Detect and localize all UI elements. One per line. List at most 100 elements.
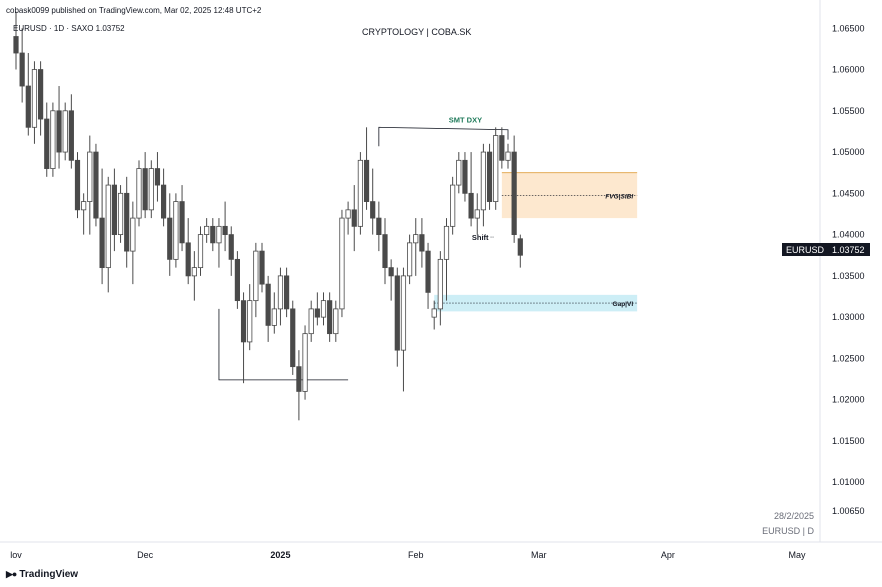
candle-body: [320, 300, 327, 318]
bearish-candle: [19, 28, 25, 103]
time-tick-label: 2025: [270, 550, 290, 560]
candle-body: [308, 308, 314, 335]
candle-body: [68, 110, 74, 161]
candle-body: [327, 300, 333, 335]
smt-dxy-label: SMT DXY: [449, 115, 482, 124]
candle-body: [283, 275, 290, 310]
chart-title: CRYPTOLOGY | COBA.SK: [362, 27, 472, 37]
candle-body: [13, 36, 19, 54]
price-tag-value: 1.03752: [832, 244, 865, 255]
bearish-candle: [25, 53, 31, 136]
bearish-candle: [425, 242, 431, 309]
time-tick-label: Mar: [531, 550, 547, 560]
candle-body: [468, 192, 474, 219]
bullish-candle: [413, 218, 419, 276]
bearish-candle: [499, 127, 505, 169]
time-tick-label: lov: [10, 550, 22, 560]
candle-body: [87, 151, 93, 202]
candle-body: [419, 234, 425, 252]
candle-body: [339, 217, 345, 310]
candle-body: [62, 110, 68, 153]
bullish-candle: [437, 251, 443, 326]
candle-body: [222, 225, 228, 236]
bearish-candle: [228, 226, 234, 276]
bullish-candle: [87, 135, 93, 235]
bullish-candle: [62, 102, 68, 161]
candle-body: [81, 201, 87, 211]
bullish-candle: [339, 209, 345, 318]
bearish-candle: [185, 218, 191, 285]
shift-label: Shift: [472, 233, 489, 242]
bullish-candle: [320, 292, 327, 326]
bearish-candle: [142, 152, 148, 219]
candle-body: [31, 69, 38, 128]
bearish-candle: [283, 267, 290, 318]
candle-body: [499, 135, 505, 161]
candle-body: [160, 184, 167, 219]
candle-body: [253, 250, 259, 302]
price-tick-label: 1.06500: [832, 23, 865, 33]
bearish-candle: [517, 234, 523, 268]
bullish-candle: [247, 284, 253, 351]
bearish-candle: [419, 218, 425, 268]
candle-body: [271, 308, 277, 326]
price-tick-label: 1.02000: [832, 395, 865, 405]
price-tick-label: 1.03500: [832, 271, 865, 281]
bullish-candle: [333, 300, 339, 342]
price-tick-label: 1.01500: [832, 436, 865, 446]
bullish-candle: [191, 251, 197, 301]
bullish-candle: [431, 300, 437, 330]
time-tick-label: Apr: [661, 550, 675, 560]
candle-body: [99, 217, 105, 269]
candle-body: [93, 151, 99, 219]
time-tick-label: Feb: [408, 550, 424, 560]
price-tick-label: 1.05000: [832, 147, 865, 157]
candle-body: [197, 234, 204, 269]
bullish-candle: [302, 325, 308, 400]
bearish-candle: [154, 152, 161, 202]
candle-body: [462, 159, 468, 194]
bullish-candle: [450, 176, 456, 235]
bearish-candle: [259, 242, 265, 293]
bearish-candle: [314, 292, 320, 326]
time-axis[interactable]: lov Dec 2025 Feb Mar Apr May: [10, 550, 806, 560]
candle-body: [50, 110, 56, 169]
candle-body: [204, 225, 210, 236]
candles: [13, 11, 523, 421]
bearish-candle: [179, 185, 185, 252]
price-tick-label: 1.05500: [832, 106, 865, 116]
bearish-candle: [124, 176, 130, 268]
last-price-tag: EURUSD 1.03752: [782, 243, 870, 256]
symbol-line[interactable]: EURUSD · 1D · SAXO 1.03752: [13, 24, 125, 33]
candle-body: [400, 275, 407, 351]
smt-line: [378, 126, 509, 147]
bearish-candle: [296, 350, 302, 421]
candle-body: [228, 234, 234, 260]
bullish-candle: [136, 160, 142, 227]
tradingview-brand[interactable]: ▶● TradingView: [6, 569, 78, 580]
price-axis-frame: [0, 0, 882, 543]
bullish-candle: [443, 218, 450, 301]
bullish-candle: [271, 292, 277, 334]
candle-body: [511, 151, 517, 236]
price-tick-label: 1.06000: [832, 65, 865, 75]
candle-body: [105, 184, 111, 269]
brand-text: TradingView: [19, 569, 79, 580]
candle-body: [259, 250, 265, 285]
price-axis[interactable]: 1.00650 1.01000 1.01500 1.02000 1.02500 1.030…: [832, 23, 865, 516]
candle-body: [117, 192, 124, 236]
candle-body: [130, 217, 136, 252]
candle-body: [345, 209, 351, 219]
candle-body: [234, 258, 240, 302]
candle-body: [413, 234, 419, 244]
bullish-candle: [474, 193, 480, 235]
candle-body: [505, 151, 511, 161]
tradingview-logo-icon: ▶●: [6, 569, 17, 579]
price-tick-label: 1.02500: [832, 353, 865, 363]
candle-body: [240, 300, 247, 343]
fvg-zone: [501, 172, 638, 219]
bearish-candle: [388, 259, 394, 301]
candle-body: [382, 234, 388, 269]
bearish-candle: [160, 168, 167, 227]
